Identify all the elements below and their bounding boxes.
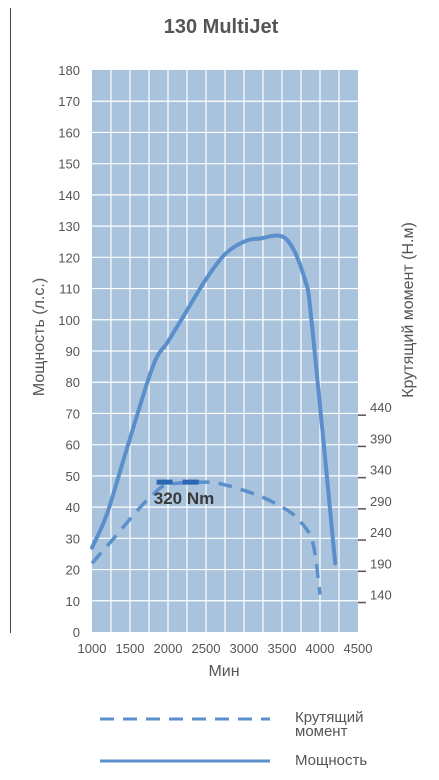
right-axis-label: Крутящий момент (Н.м) (400, 222, 417, 398)
legend-power: Мощность (95, 750, 415, 780)
x-tick-label: 2500 (192, 641, 221, 656)
x-axis-label: Мин (208, 663, 239, 680)
left-tick-label: 100 (58, 313, 80, 328)
x-tick-label: 3000 (230, 641, 259, 656)
left-tick-label: 80 (66, 375, 80, 390)
left-border-rule (10, 8, 11, 633)
x-tick-label: 4000 (306, 641, 335, 656)
x-tick-label: 1000 (78, 641, 107, 656)
left-tick-label: 110 (59, 282, 80, 297)
left-tick-label: 180 (58, 63, 80, 78)
legend-torque-label: Крутящий момент (295, 709, 364, 740)
x-tick-label: 1500 (116, 641, 145, 656)
right-tick-label: 240 (370, 525, 392, 540)
left-tick-label: 10 (66, 594, 80, 609)
x-tick-label: 3500 (268, 641, 297, 656)
x-tick-label: 4500 (344, 641, 373, 656)
left-tick-label: 160 (58, 125, 80, 140)
right-tick-label: 440 (370, 400, 392, 415)
legend-power-label: Мощность (295, 752, 368, 769)
left-axis-ticks: 0 10 20 30 40 50 60 70 80 90 100 110 120 130 140 150 160… (58, 63, 80, 640)
legend-torque: Крутящий момент (95, 707, 415, 740)
right-axis-ticks: 140 190 240 290 340 390 440 (358, 400, 392, 604)
legend-solid-swatch (100, 759, 270, 763)
right-tick-label: 190 (370, 556, 392, 571)
left-tick-label: 170 (58, 94, 80, 109)
left-tick-label: 20 (66, 563, 80, 578)
left-tick-label: 90 (66, 344, 80, 359)
left-tick-label: 0 (73, 625, 80, 640)
legend-dashed-swatch (100, 717, 270, 721)
left-tick-label: 130 (58, 219, 80, 234)
power-series-line (90, 233, 338, 566)
right-tick-label: 290 (370, 494, 392, 509)
left-tick-label: 30 (66, 531, 80, 546)
left-tick-label: 70 (66, 406, 80, 421)
left-axis-label: Мощность (л.с.) (31, 278, 48, 396)
right-tick-label: 140 (370, 588, 392, 603)
grid (92, 70, 358, 632)
left-tick-label: 120 (58, 250, 80, 265)
right-tick-label: 340 (370, 463, 392, 478)
right-tick-label: 390 (370, 431, 392, 446)
peak-torque-annotation: 320 Nm (154, 489, 214, 508)
power-torque-chart: 130 MultiJet 0 10 20 30 40 50 60 70 80 90 100 110 12… (31, 16, 417, 680)
left-tick-label: 40 (66, 500, 80, 515)
chart-title: 130 MultiJet (164, 16, 279, 38)
x-axis-ticks: 1000 1500 2000 2500 3000 3500 4000 4500 (78, 641, 373, 656)
left-tick-label: 60 (66, 438, 80, 453)
x-tick-label: 2000 (154, 641, 183, 656)
left-tick-label: 150 (58, 157, 80, 172)
left-tick-label: 140 (58, 188, 80, 203)
left-tick-label: 50 (66, 469, 80, 484)
